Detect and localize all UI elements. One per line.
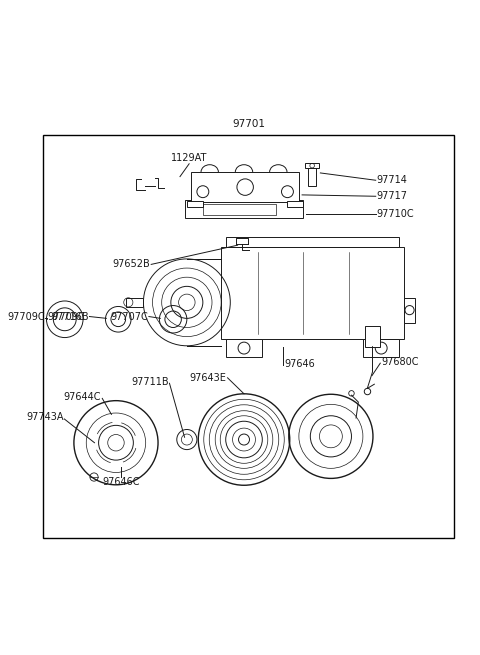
Bar xyxy=(226,339,262,357)
Text: 97680C: 97680C xyxy=(381,357,419,367)
Text: 97709C: 97709C xyxy=(48,312,85,322)
Bar xyxy=(221,248,404,339)
Circle shape xyxy=(197,186,209,198)
Text: 97717: 97717 xyxy=(377,191,408,201)
Bar xyxy=(192,172,299,202)
Bar xyxy=(185,200,303,217)
Text: 97710C: 97710C xyxy=(377,209,414,219)
Bar xyxy=(404,298,416,323)
Circle shape xyxy=(238,342,250,354)
Circle shape xyxy=(375,342,387,354)
Text: 97644C: 97644C xyxy=(64,392,101,402)
Bar xyxy=(226,237,399,248)
Text: 97743A: 97743A xyxy=(26,412,63,422)
Text: 1129AT: 1129AT xyxy=(171,153,207,163)
Text: 97716B: 97716B xyxy=(51,312,88,322)
Bar xyxy=(365,326,380,346)
Bar xyxy=(288,201,303,207)
Bar xyxy=(363,339,399,357)
Bar xyxy=(187,201,203,207)
Text: 97709C: 97709C xyxy=(8,312,45,322)
Bar xyxy=(305,163,320,168)
Text: 97707C: 97707C xyxy=(110,312,148,322)
Text: 97652B: 97652B xyxy=(112,259,150,269)
Circle shape xyxy=(281,186,293,198)
Text: 97643E: 97643E xyxy=(190,373,227,383)
Text: 97711B: 97711B xyxy=(131,377,168,387)
Bar xyxy=(126,298,144,307)
Text: 97714: 97714 xyxy=(377,176,408,185)
Text: 97646C: 97646C xyxy=(103,477,140,487)
Text: 97646: 97646 xyxy=(284,359,315,369)
Bar xyxy=(187,259,221,346)
Circle shape xyxy=(237,179,253,195)
Bar xyxy=(308,168,316,186)
Text: 97701: 97701 xyxy=(232,119,265,129)
Bar xyxy=(203,204,276,215)
Bar xyxy=(43,136,455,538)
Circle shape xyxy=(405,305,414,314)
